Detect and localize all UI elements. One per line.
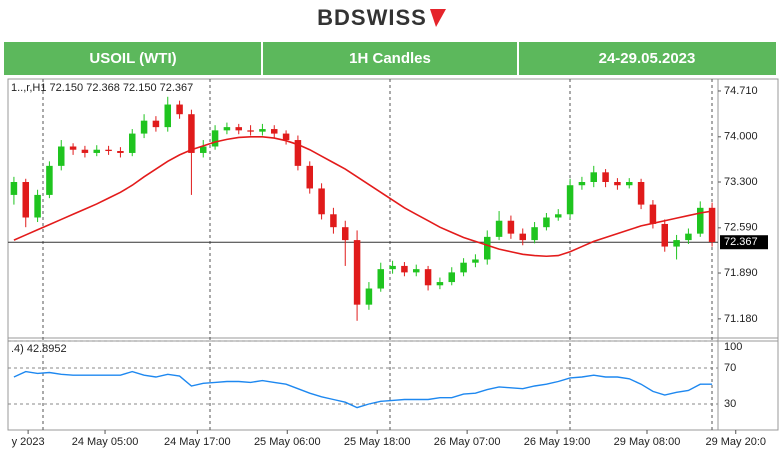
price-label-box xyxy=(720,235,768,250)
moving-average xyxy=(13,136,713,258)
candle-body xyxy=(649,204,657,224)
candle-body xyxy=(81,149,89,153)
candle-body xyxy=(590,172,598,182)
candle-body xyxy=(661,223,669,247)
candle-body xyxy=(247,130,254,132)
candle-body xyxy=(483,236,491,260)
chart-frame xyxy=(7,78,779,431)
candle-body xyxy=(708,207,716,243)
candle-body xyxy=(57,146,65,166)
candle-body xyxy=(34,194,41,218)
candle-body xyxy=(140,120,148,134)
candle-body xyxy=(448,272,456,283)
x-tick-label: 29 May 20:0 xyxy=(705,436,766,448)
y-tick-label: 72.590 xyxy=(724,222,758,234)
candle-body xyxy=(69,146,77,150)
candle-body xyxy=(602,172,609,182)
candle-body xyxy=(294,140,302,166)
candle-body xyxy=(460,262,467,273)
candle-body xyxy=(117,151,124,153)
candle-body xyxy=(105,149,112,152)
candle-body xyxy=(637,182,645,205)
candle-body xyxy=(625,182,633,186)
candle-body xyxy=(330,214,337,228)
x-tick-label: 26 May 19:00 xyxy=(524,436,591,448)
candle-body xyxy=(436,282,444,286)
y-tick-label: 74.000 xyxy=(724,131,758,143)
candle-body xyxy=(365,288,373,305)
x-tick-label: 26 May 07:00 xyxy=(434,436,501,448)
x-tick-label: 29 May 08:00 xyxy=(614,436,681,448)
y-tick-label: 73.300 xyxy=(724,176,758,188)
y-tick-label: 30 xyxy=(724,398,736,410)
x-tick-label: 24 May 17:00 xyxy=(164,436,231,448)
candle-body xyxy=(377,269,385,289)
session-separators xyxy=(42,79,713,430)
candle-body xyxy=(341,227,349,241)
candle-body xyxy=(235,127,243,131)
candle-body xyxy=(495,220,503,237)
candle-body xyxy=(46,165,53,195)
candle-body xyxy=(696,207,704,234)
chart-title: 1..,r,H1 72.150 72.368 72.150 72.367 xyxy=(11,82,193,94)
candle-body xyxy=(10,182,18,195)
candle-body xyxy=(673,240,680,247)
y-tick-label: 74.710 xyxy=(724,85,758,97)
candle-body xyxy=(566,185,574,215)
y-tick-label: 70 xyxy=(724,362,736,374)
header-bar xyxy=(4,42,776,75)
candle-body xyxy=(211,130,219,147)
candle-body xyxy=(128,133,136,153)
price-label: 72.367 xyxy=(724,236,758,248)
candle-body xyxy=(543,217,550,228)
y-tick-label: 71.180 xyxy=(724,313,758,325)
candle-body xyxy=(685,233,692,241)
date-range: 24-29.05.2023 xyxy=(599,50,696,67)
candle-body xyxy=(152,120,160,128)
x-tick-label: 25 May 18:00 xyxy=(344,436,411,448)
rsi-line xyxy=(13,370,713,409)
candle-body xyxy=(578,182,586,186)
symbol: USOIL (WTI) xyxy=(89,50,176,67)
timeframe: 1H Candles xyxy=(349,50,431,67)
candle-body xyxy=(472,259,479,263)
candle-body xyxy=(306,165,314,189)
y-tick-label: 100 xyxy=(724,341,742,353)
candle-body xyxy=(519,233,527,241)
y-tick-label: 71.890 xyxy=(724,267,758,279)
candle-body xyxy=(270,129,278,134)
candle-body xyxy=(176,104,183,115)
indicator-title: .4) 42.8952 xyxy=(11,343,67,355)
candle-body xyxy=(282,133,290,141)
x-tick-label: 25 May 06:00 xyxy=(254,436,321,448)
candle-body xyxy=(507,220,515,234)
logo-flag xyxy=(430,9,446,27)
candle-body xyxy=(531,227,538,241)
candle-body xyxy=(164,104,172,128)
candle-body xyxy=(93,149,101,153)
candle-body xyxy=(554,214,562,218)
candle-body xyxy=(259,129,266,132)
x-tick-label: y 2023 xyxy=(12,436,45,448)
candle-body xyxy=(199,146,207,153)
candle-body xyxy=(318,188,325,215)
candle-body xyxy=(614,182,621,186)
candle-body xyxy=(389,265,396,270)
candle-body xyxy=(22,182,30,218)
logo: BDSWISS xyxy=(317,5,446,30)
candle-body xyxy=(223,127,231,131)
candle-body xyxy=(401,265,408,273)
candle-body xyxy=(353,240,361,305)
candle-body xyxy=(188,114,195,153)
logo-text: BDSWISS xyxy=(317,5,427,30)
candle-body xyxy=(412,269,420,273)
x-tick-label: 24 May 05:00 xyxy=(72,436,139,448)
candle-body xyxy=(424,269,432,286)
